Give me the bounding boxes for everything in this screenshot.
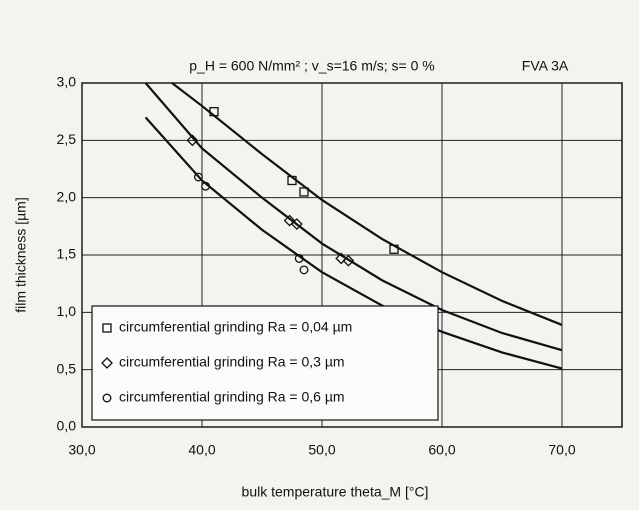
annotation: FVA 3A	[522, 58, 569, 74]
data-point	[193, 172, 203, 182]
legend-marker	[102, 393, 112, 403]
chart-title: p_H = 600 N/mm² ; v_s=16 m/s; s= 0 %	[189, 58, 435, 74]
data-point	[335, 252, 348, 265]
x-tick-label: 70,0	[548, 442, 575, 458]
data-point	[342, 254, 355, 267]
data-point	[201, 181, 211, 191]
legend-label: circumferential grinding Ra = 0,04 µm	[119, 319, 352, 335]
legend-marker	[102, 323, 112, 333]
x-axis-label: bulk temperature theta_M [°C]	[242, 484, 429, 500]
x-tick-label: 30,0	[68, 442, 95, 458]
data-point	[209, 107, 219, 117]
x-tick-label: 50,0	[308, 442, 335, 458]
data-point	[283, 214, 296, 227]
legend-label: circumferential grinding Ra = 0,3 µm	[119, 354, 345, 370]
y-tick-label: 2,0	[57, 188, 77, 204]
data-point	[299, 265, 309, 275]
y-tick-label: 2,5	[57, 131, 77, 147]
data-point	[299, 187, 309, 197]
data-point	[186, 134, 199, 147]
x-tick-label: 60,0	[428, 442, 455, 458]
y-tick-label: 0,0	[57, 418, 77, 434]
data-point	[294, 253, 304, 263]
x-tick-label: 40,0	[188, 442, 215, 458]
legend-label: circumferential grinding Ra = 0,6 µm	[119, 389, 345, 405]
y-axis-label: film thickness [µm]	[13, 197, 29, 312]
y-tick-label: 3,0	[57, 74, 77, 90]
y-tick-label: 0,5	[57, 360, 77, 376]
y-tick-label: 1,0	[57, 303, 77, 319]
data-point	[389, 244, 399, 254]
legend-marker	[101, 357, 113, 369]
legend-box	[91, 305, 439, 421]
y-tick-label: 1,5	[57, 246, 77, 262]
curve	[171, 82, 563, 326]
data-point	[287, 175, 297, 186]
data-point	[290, 218, 303, 230]
curve	[144, 116, 563, 370]
